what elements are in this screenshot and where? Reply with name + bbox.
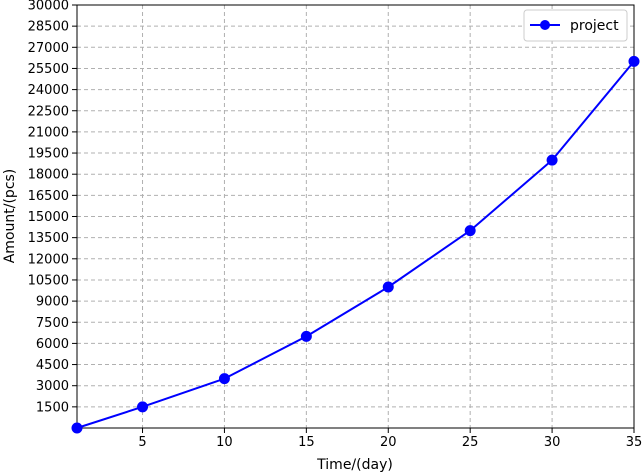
plot-area xyxy=(77,5,634,428)
x-tick-label: 30 xyxy=(544,435,561,450)
series-line-project xyxy=(76,60,635,429)
x-axis-label: Time/(day) xyxy=(316,457,393,473)
y-tick-label: 18000 xyxy=(28,168,69,183)
data-point xyxy=(300,330,312,342)
data-point xyxy=(546,154,558,166)
data-point xyxy=(71,422,83,434)
y-axis-label: Amount/(pcs) xyxy=(2,169,18,264)
legend: project xyxy=(523,9,628,42)
y-tick-label: 16500 xyxy=(28,189,69,204)
y-tick-label: 4500 xyxy=(36,358,69,373)
data-point xyxy=(628,55,640,67)
y-tick-label: 6000 xyxy=(36,337,69,352)
y-tick-label: 3000 xyxy=(36,379,69,394)
x-axis-ticks: 5 10 15 20 25 30 35 xyxy=(76,428,643,450)
legend-swatch-marker xyxy=(540,20,550,30)
horizontal-gridlines xyxy=(77,25,634,408)
y-tick-label: 7500 xyxy=(36,316,69,331)
data-point xyxy=(137,401,149,413)
y-tick-label: 13500 xyxy=(28,231,69,246)
legend-box xyxy=(523,9,628,42)
y-tick-label: 30000 xyxy=(28,0,69,14)
x-tick-label: 20 xyxy=(380,435,397,450)
legend-entry-project: project xyxy=(570,18,619,34)
data-point xyxy=(464,225,476,237)
y-tick-label: 12000 xyxy=(28,252,69,267)
x-tick-label: 25 xyxy=(462,435,479,450)
y-tick-label: 15000 xyxy=(28,210,69,225)
x-tick-label: 10 xyxy=(216,435,233,450)
y-tick-label: 21000 xyxy=(28,125,69,140)
y-tick-label: 9000 xyxy=(36,295,69,310)
x-tick-label: 15 xyxy=(298,435,315,450)
series-layer xyxy=(71,55,640,434)
x-tick-label: 5 xyxy=(138,435,146,450)
y-tick-label: 19500 xyxy=(28,147,69,162)
x-tick-label: 35 xyxy=(626,435,643,450)
y-axis-ticks: 1500 3000 4500 6000 7500 9000 10500 12000 13500 1… xyxy=(28,0,77,415)
data-point xyxy=(218,373,230,385)
y-tick-label: 1500 xyxy=(36,400,69,415)
y-tick-label: 24000 xyxy=(28,83,69,98)
y-tick-label: 27000 xyxy=(28,41,69,56)
y-tick-label: 22500 xyxy=(28,104,69,119)
data-point xyxy=(382,281,394,293)
y-tick-label: 28500 xyxy=(28,20,69,35)
y-tick-label: 10500 xyxy=(28,273,69,288)
y-tick-label: 25500 xyxy=(28,62,69,77)
